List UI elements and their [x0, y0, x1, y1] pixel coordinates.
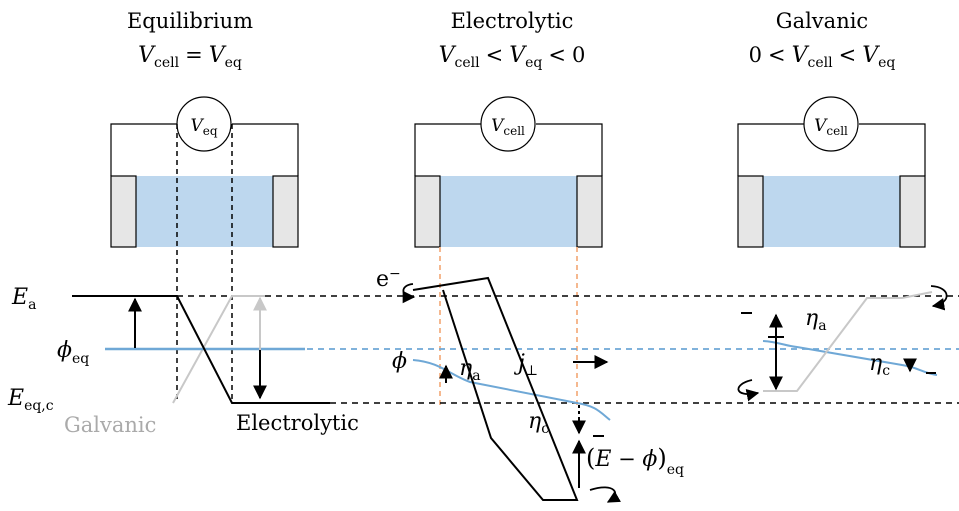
electron-energy-path [412, 276, 579, 501]
galvanic-potential-line [172, 295, 265, 404]
label-galvanic: Galvanic [64, 413, 156, 437]
electrolytic-energy-diagram: e− ϕ ηa j⊥ ηc (E − ϕ)eq [376, 266, 684, 503]
electrolyte [763, 176, 900, 247]
relation-galvanic: 0 < Vcell < Veq [749, 43, 896, 71]
electrolytic-potential-line [176, 295, 330, 404]
title-galvanic: Galvanic [776, 9, 868, 33]
cell-electrolytic: Vcell [414, 96, 603, 248]
circuit-wire [110, 123, 299, 176]
electrolyte [136, 176, 273, 247]
right-electrode [576, 175, 603, 248]
galvanic-energy-diagram: ηa ηc [737, 285, 948, 402]
voltmeter [803, 96, 859, 152]
title-equilibrium: Equilibrium [127, 9, 253, 33]
label-eta-c: ηc [528, 409, 549, 437]
label-E-minus-phi: (E − ϕ)eq [586, 444, 684, 478]
label-j-perp: j⊥ [513, 351, 538, 379]
label-eta-a: ηa [459, 356, 481, 384]
voltmeter [480, 96, 536, 152]
voltmeter-label: Vcell [814, 116, 848, 138]
circuit-wire [737, 123, 926, 176]
cathode-curl-arrow [589, 486, 621, 503]
relation-equilibrium: Vcell = Veq [138, 43, 242, 71]
right-electrode [899, 175, 926, 248]
cell-galvanic: Vcell [737, 96, 926, 248]
voltmeter-label: Vcell [491, 116, 525, 138]
relation-electrolytic: Vcell < Veq <0 [439, 43, 586, 71]
label-eta-c: ηc [869, 351, 890, 379]
left-electrode [110, 175, 137, 248]
label-Ea: Ea [11, 285, 36, 313]
label-phi-eq: ϕeq [57, 338, 89, 367]
title-electrolytic: Electrolytic [451, 9, 574, 33]
label-electron: e− [376, 266, 401, 292]
electrolyte [440, 176, 577, 247]
right-electrode [272, 175, 299, 248]
left-electrode [414, 175, 441, 248]
galvanic-right-curl-arrow [930, 285, 948, 311]
label-Eeqc: Eeq,c [7, 386, 54, 414]
left-electrode [737, 175, 764, 248]
label-phi: ϕ [392, 349, 407, 374]
phi-profile [412, 359, 611, 421]
label-eta-a: ηa [805, 306, 827, 334]
voltmeter-label: Veq [190, 116, 217, 138]
equilibrium-energy-diagram: Ea ϕeq Eeq,c Galvanic Electrolytic [7, 285, 359, 437]
circuit-wire [414, 123, 603, 176]
label-electrolytic: Electrolytic [236, 411, 359, 435]
electron-curl-arrow [402, 283, 416, 304]
cell-equilibrium: Veq [110, 96, 299, 248]
galvanic-left-curl-arrow [737, 379, 760, 402]
galvanic-energy-path [763, 291, 933, 392]
